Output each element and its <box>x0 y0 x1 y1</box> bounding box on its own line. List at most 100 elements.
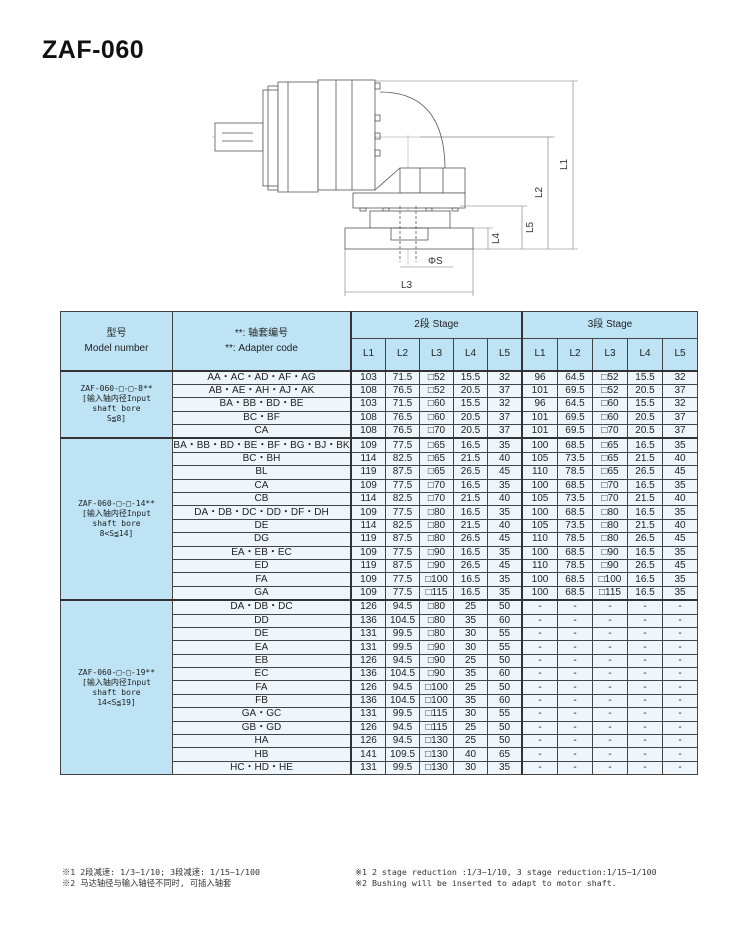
stage3-l4-cell: - <box>627 653 663 669</box>
table-row: CA 109 77.5 □70 16.5 35 100 68.5 □70 16.5 35 <box>61 478 698 494</box>
stage2-l5-cell: 35 <box>487 505 523 520</box>
table-row: FA 109 77.5 □100 16.5 35 100 68.5 □100 16.5 35 <box>61 572 698 587</box>
stage2-l2-cell: 99.5 <box>385 707 420 722</box>
stage2-l4-cell: 35 <box>453 613 488 628</box>
stage2-l2-cell: 77.5 <box>385 505 420 520</box>
stage2-l3-cell: □80 <box>419 613 454 628</box>
stage3-l4-cell: 16.5 <box>627 478 663 494</box>
stage2-l1-cell: 126 <box>350 653 386 669</box>
stage3-l3-cell: □65 <box>592 465 628 480</box>
table-row: DE 114 82.5 □80 21.5 40 105 73.5 □80 21.5 40 <box>61 518 698 534</box>
stage2-l1-cell: 126 <box>350 680 386 695</box>
stage3-l4-cell: - <box>627 760 663 776</box>
stage2-l5-cell: 35 <box>487 478 523 494</box>
stage2-l5-cell: 60 <box>487 613 523 628</box>
stage3-l4-cell: - <box>627 720 663 736</box>
dimension-table: 型号 Model number **: 轴套编号 **: Adapter code … <box>60 311 698 776</box>
stage3-l5-cell: 37 <box>662 410 698 426</box>
stage3-l3-cell: - <box>592 734 628 749</box>
stage3-l2-cell: 78.5 <box>557 532 593 547</box>
table-row: AB・AE・AH・AJ・AK 108 76.5 □52 20.5 37 101 69.5 □52… <box>61 383 698 399</box>
stage2-l2-cell: 82.5 <box>385 451 420 467</box>
stage3-l5-cell: - <box>662 734 698 749</box>
table-row: HC・HD・HE 131 99.5 □130 30 35- - - - - <box>61 760 698 776</box>
stage3-l3-cell: □70 <box>592 492 628 507</box>
stage2-l3-cell: □90 <box>419 640 454 655</box>
stage2-l4-cell: 35 <box>453 693 488 709</box>
stage3-l1-cell: 100 <box>521 437 558 453</box>
stage3-l5-cell: - <box>662 613 698 628</box>
stage2-l1-cell: 131 <box>350 707 386 722</box>
stage3-l4-cell: 16.5 <box>627 572 663 587</box>
stage3-l4-cell: - <box>627 693 663 709</box>
model-header-cn: 型号 <box>106 327 127 339</box>
stage3-l2-cell: 73.5 <box>557 492 593 507</box>
stage3-l2-cell: - <box>557 720 593 736</box>
stage2-l5-cell: 45 <box>487 558 523 574</box>
stage2-l3-cell: □60 <box>419 410 454 426</box>
stage2-l2-cell: 94.5 <box>385 680 420 695</box>
stage2-l4-cell: 30 <box>453 640 488 655</box>
stage2-l2-cell: 71.5 <box>385 369 420 385</box>
stage2-l1-cell: 119 <box>350 558 386 574</box>
stage2-l1-cell: 114 <box>350 518 386 534</box>
stage3-l3-cell: □70 <box>592 478 628 494</box>
stage3-l3-cell: - <box>592 760 628 776</box>
adapter-code-cell: DD <box>172 613 352 628</box>
stage3-l1-cell: 110 <box>521 532 558 547</box>
stage2-l2-cell: 104.5 <box>385 613 420 628</box>
stage2-l4-cell: 16.5 <box>453 505 488 520</box>
stage2-l3-cell: □130 <box>419 760 454 776</box>
stage3-l1-cell: 101 <box>521 383 558 399</box>
stage3-l4-cell: 20.5 <box>627 383 663 399</box>
adapter-code-cell: DG <box>172 532 352 547</box>
stage2-l1-cell: 136 <box>350 693 386 709</box>
stage3-l4-cell: 16.5 <box>627 437 663 453</box>
adapter-code-cell: BC・BF <box>172 410 352 426</box>
stage2-l4-cell: 21.5 <box>453 492 488 507</box>
stage2-l1-cell: 119 <box>350 465 386 480</box>
stage2-l5-cell: 37 <box>487 424 523 439</box>
stage2-l5-cell: 35 <box>487 437 523 453</box>
stage3-l1-cell: - <box>521 640 558 655</box>
adapter-code-cell: HA <box>172 734 352 749</box>
adapter-code-cell: HC・HD・HE <box>172 760 352 776</box>
dim-label-l1: L1 <box>559 158 570 170</box>
stage2-l5-cell: 35 <box>487 585 523 601</box>
stage2-l5-cell: 32 <box>487 369 523 385</box>
col-header-s2-l4: L4 <box>453 338 488 371</box>
stage2-l2-cell: 76.5 <box>385 383 420 399</box>
stage3-l3-cell: - <box>592 707 628 722</box>
table-row: EA 131 99.5 □90 30 55- - - - - <box>61 640 698 655</box>
stage3-l3-cell: □80 <box>592 518 628 534</box>
table-row: BC・BH 114 82.5 □65 21.5 40 105 73.5 □65 21.5 40 <box>61 451 698 467</box>
stage3-l5-cell: - <box>662 720 698 736</box>
stage3-l1-cell: - <box>521 707 558 722</box>
stage3-l5-cell: - <box>662 640 698 655</box>
stage3-l3-cell: - <box>592 653 628 669</box>
stage2-l4-cell: 20.5 <box>453 383 488 399</box>
stage2-l5-cell: 55 <box>487 626 523 642</box>
stage3-l3-cell: □80 <box>592 505 628 520</box>
stage2-l4-cell: 16.5 <box>453 478 488 494</box>
stage2-l2-cell: 87.5 <box>385 465 420 480</box>
stage3-l1-cell: - <box>521 760 558 776</box>
stage3-l1-cell: 96 <box>521 369 558 385</box>
stage2-l5-cell: 55 <box>487 707 523 722</box>
stage3-l4-cell: - <box>627 640 663 655</box>
stage3-l3-cell: - <box>592 680 628 695</box>
stage3-l1-cell: 101 <box>521 424 558 439</box>
stage3-l1-cell: 110 <box>521 558 558 574</box>
stage3-l5-cell: - <box>662 653 698 669</box>
col-header-s2-l1: L1 <box>350 338 386 371</box>
adapter-code-cell: BA・BB・BD・BE・BF・BG・BJ・BK <box>172 437 352 453</box>
stage3-l1-cell: - <box>521 667 558 682</box>
stage2-l4-cell: 35 <box>453 667 488 682</box>
stage2-l2-cell: 82.5 <box>385 492 420 507</box>
stage2-l5-cell: 32 <box>487 397 523 412</box>
stage3-l2-cell: - <box>557 760 593 776</box>
adapter-code-cell: GB・GD <box>172 720 352 736</box>
stage3-l1-cell: 96 <box>521 397 558 412</box>
stage2-l4-cell: 21.5 <box>453 518 488 534</box>
model-line: shaft bore <box>92 404 141 414</box>
